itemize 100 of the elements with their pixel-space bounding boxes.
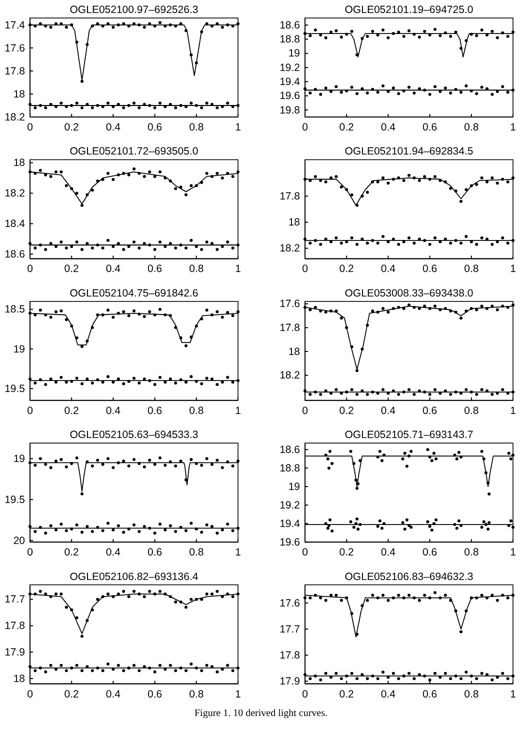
y-tick-label: 19.6 xyxy=(280,536,300,548)
x-tick-label: 0.2 xyxy=(339,546,354,559)
x-tick-label: 1 xyxy=(235,263,242,276)
x-tick-label: 0.6 xyxy=(147,121,162,134)
y-tick-label: 18.2 xyxy=(4,111,26,124)
x-tick-label: 0.8 xyxy=(464,121,479,134)
y-tick-label: 18.2 xyxy=(280,242,300,255)
x-tick-label: 0.2 xyxy=(64,688,80,700)
x-tick-label: 0.4 xyxy=(380,263,396,276)
y-tick-label: 17.7 xyxy=(280,623,300,636)
y-tick-label: 17.9 xyxy=(280,676,300,688)
x-tick-label: 0.8 xyxy=(464,404,479,417)
y-tick-label: 18.6 xyxy=(4,248,26,260)
y-tick-label: 19.8 xyxy=(280,104,300,116)
chart-title: OGLE052106.82–693136.4 xyxy=(70,570,198,583)
x-tick-label: 0.8 xyxy=(189,263,204,276)
chart-title: OGLE052106.83–694632.3 xyxy=(344,570,474,583)
x-tick-label: 0.8 xyxy=(464,546,479,559)
x-tick-label: 0.6 xyxy=(422,688,438,700)
x-tick-label: 0 xyxy=(27,263,34,276)
chart-title: OGLE052100.97–692526.3 xyxy=(70,4,198,16)
y-tick-label: 18.6 xyxy=(280,19,300,32)
x-tick-label: 0.2 xyxy=(339,263,354,276)
x-tick-label: 1 xyxy=(235,404,242,417)
x-tick-label: 0.2 xyxy=(339,121,354,134)
y-tick-label: 18 xyxy=(13,672,26,685)
x-tick-label: 0.2 xyxy=(64,546,80,559)
x-tick-label: 0 xyxy=(302,404,308,417)
x-tick-label: 0 xyxy=(27,546,34,559)
y-tick-label: 19.5 xyxy=(4,382,26,395)
caption: Figure 1. 10 derived light curves. xyxy=(194,708,328,719)
y-tick-label: 19 xyxy=(13,453,26,466)
y-tick-label: 20 xyxy=(13,534,26,547)
chart-title: OGLE052101.19–694725.0 xyxy=(344,4,474,16)
y-tick-label: 17.6 xyxy=(280,597,300,610)
x-tick-label: 0.4 xyxy=(380,688,396,700)
x-tick-label: 0.2 xyxy=(339,404,354,417)
y-tick-label: 18.2 xyxy=(4,188,26,200)
x-tick-label: 0.4 xyxy=(106,546,121,559)
x-tick-label: 1 xyxy=(235,688,242,700)
y-tick-label: 19 xyxy=(288,48,300,60)
chart-title: OGLE052101.94–692834.5 xyxy=(344,146,474,158)
y-tick-label: 17.6 xyxy=(4,42,26,54)
y-tick-label: 17.8 xyxy=(280,650,300,662)
x-tick-label: 0.8 xyxy=(464,263,479,276)
y-tick-label: 17.8 xyxy=(280,322,300,334)
y-tick-label: 17.6 xyxy=(280,298,300,310)
x-tick-label: 1 xyxy=(235,121,242,134)
chart-title: OGLE052101.72–693505.0 xyxy=(70,146,198,158)
y-tick-label: 17.8 xyxy=(4,620,26,632)
y-tick-label: 17.8 xyxy=(4,65,26,78)
x-tick-label: 0 xyxy=(302,546,308,559)
y-tick-label: 19.4 xyxy=(280,518,300,530)
y-tick-label: 18 xyxy=(13,157,26,170)
y-tick-label: 19.2 xyxy=(280,499,300,512)
x-tick-label: 0.2 xyxy=(339,688,354,700)
x-tick-label: 0.6 xyxy=(422,404,438,417)
x-tick-label: 0.4 xyxy=(380,404,396,417)
y-tick-label: 18 xyxy=(288,216,300,229)
y-tick-label: 19.5 xyxy=(4,494,26,506)
x-tick-label: 0.6 xyxy=(422,546,438,559)
y-tick-label: 18.8 xyxy=(280,34,300,46)
x-tick-label: 0.8 xyxy=(189,404,204,417)
x-tick-label: 1 xyxy=(510,546,516,559)
x-tick-label: 0.8 xyxy=(464,688,479,700)
x-tick-label: 0.6 xyxy=(422,121,438,134)
x-tick-label: 0.6 xyxy=(147,688,162,700)
x-tick-label: 0.4 xyxy=(106,404,121,417)
y-tick-label: 18.6 xyxy=(280,444,300,456)
y-tick-label: 19 xyxy=(13,343,26,356)
x-tick-label: 0.6 xyxy=(422,263,438,276)
x-tick-label: 0.2 xyxy=(64,121,80,134)
x-tick-label: 0 xyxy=(27,121,34,134)
y-tick-label: 17.9 xyxy=(4,646,26,658)
x-tick-label: 0.6 xyxy=(147,404,162,417)
y-tick-label: 17.4 xyxy=(4,19,26,32)
x-tick-label: 1 xyxy=(235,546,242,559)
x-tick-label: 0 xyxy=(302,263,308,276)
x-tick-label: 1 xyxy=(510,263,516,276)
y-tick-label: 18.4 xyxy=(4,218,26,230)
x-tick-label: 0 xyxy=(302,688,308,700)
x-tick-label: 0.2 xyxy=(64,263,80,276)
chart-title: OGLE053008.33–693438.0 xyxy=(344,287,474,300)
x-tick-label: 0.8 xyxy=(189,688,204,700)
x-tick-label: 1 xyxy=(510,404,516,417)
y-tick-label: 18 xyxy=(13,88,26,100)
y-tick-label: 18.5 xyxy=(4,304,26,316)
chart-title: OGLE052104.75–691842.6 xyxy=(70,287,198,300)
x-tick-label: 0.2 xyxy=(64,404,80,417)
y-tick-label: 19.6 xyxy=(280,90,300,102)
x-tick-label: 0.4 xyxy=(106,688,121,700)
y-tick-label: 19.2 xyxy=(280,62,300,74)
y-tick-label: 18.8 xyxy=(280,462,300,474)
y-tick-label: 17.7 xyxy=(4,594,26,606)
x-tick-label: 0.4 xyxy=(380,546,396,559)
y-tick-label: 18.2 xyxy=(280,370,300,382)
x-tick-label: 0 xyxy=(27,404,34,417)
x-tick-label: 0.8 xyxy=(189,546,204,559)
y-tick-label: 19 xyxy=(288,480,300,493)
x-tick-label: 0 xyxy=(27,688,34,700)
